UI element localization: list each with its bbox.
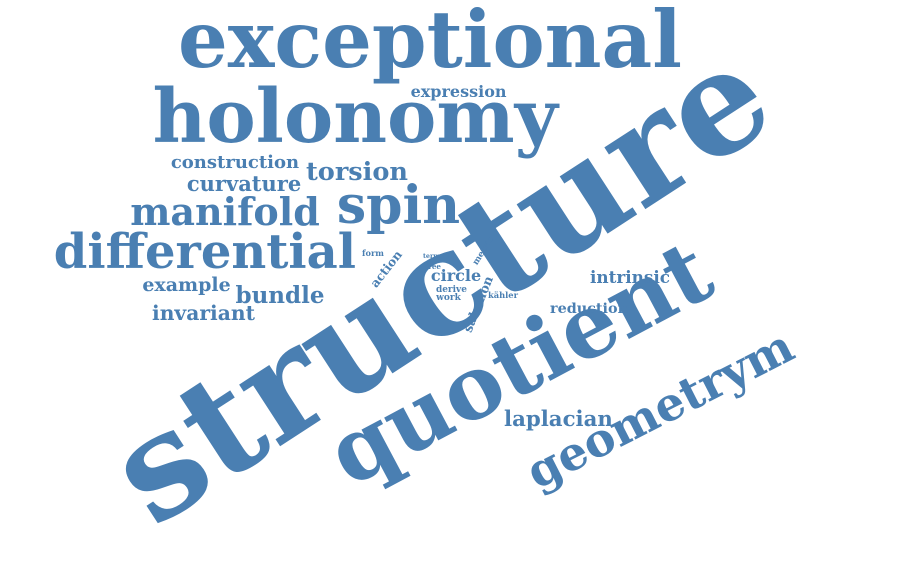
word-expression: expression — [410, 82, 507, 101]
word-laplacian: laplacian — [504, 407, 613, 433]
word-term: term — [423, 253, 440, 261]
word-curvature: curvature — [186, 171, 302, 196]
word-free: free — [425, 261, 441, 271]
word-exceptional: exceptional — [178, 0, 682, 86]
word-work: work — [436, 293, 461, 303]
word-invariant: invariant — [152, 301, 255, 326]
word-kahler: kähler — [488, 290, 518, 301]
word-torsion: torsion — [306, 156, 409, 187]
word-construction: construction — [170, 152, 300, 173]
word-circle: circle — [430, 266, 482, 285]
word-manifold: manifold — [130, 189, 320, 234]
word-differential: differential — [53, 224, 356, 280]
word-reduction: reduction — [550, 301, 629, 318]
word-bundle: bundle — [235, 282, 325, 309]
word-derive: derive — [436, 284, 467, 295]
word-spin: spin — [336, 175, 461, 236]
word-intrinsic: intrinsic — [590, 267, 671, 288]
word-example: example — [142, 274, 231, 296]
word-form: form — [362, 248, 384, 259]
word-holonomy: holonomy — [152, 74, 558, 160]
